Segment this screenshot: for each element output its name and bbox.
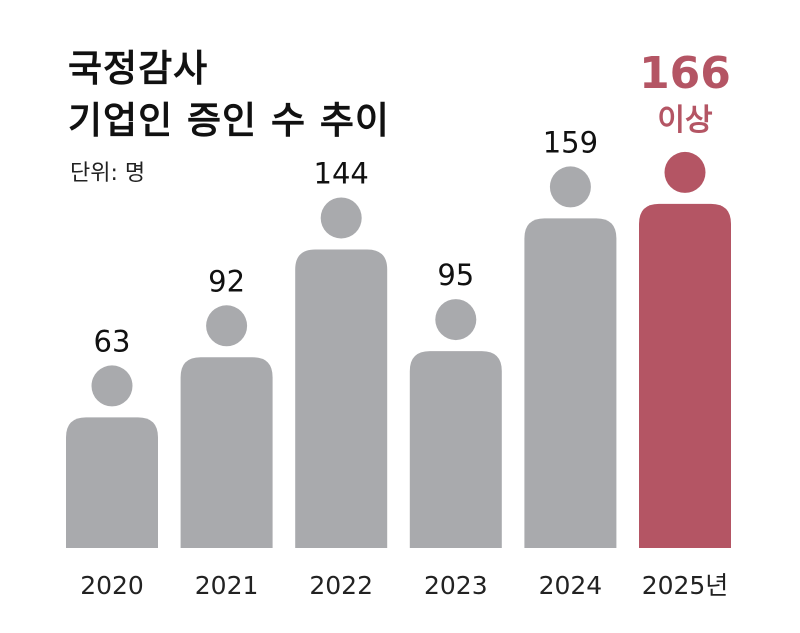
bar-2021 [180, 357, 273, 548]
bar-head-2021 [206, 305, 248, 347]
bar-2020 [66, 417, 158, 548]
bar-head-2022 [320, 197, 362, 239]
bar-2023 [409, 351, 502, 548]
bar-head-2020 [91, 365, 133, 407]
tick-label-2023: 2023 [424, 571, 488, 600]
chart-title-line-1: 국정감사 [68, 47, 209, 90]
value-label-2023: 95 [437, 258, 474, 292]
tick-label-2021: 2021 [195, 571, 259, 600]
bar-2025년 [639, 203, 731, 548]
tick-label-2022: 2022 [309, 571, 373, 600]
value-label-2021: 92 [208, 264, 245, 298]
value-note-label: 이상 [657, 103, 713, 138]
bar-head-2024 [549, 166, 591, 208]
value-label-2022: 144 [314, 156, 369, 190]
chart-title-line-2: 기업인 증인 수 추이 [68, 99, 390, 142]
value-label-2024: 159 [543, 125, 598, 159]
bar-head-2025년 [664, 151, 706, 193]
bar-2024 [524, 218, 617, 548]
value-label-2020: 63 [94, 324, 131, 358]
bar-2022 [295, 249, 388, 548]
tick-label-2020: 2020 [80, 571, 144, 600]
tick-label-2024: 2024 [539, 571, 603, 600]
tick-label-2025년: 2025년 [642, 571, 729, 600]
bar-head-2023 [435, 299, 477, 341]
value-label-2025년: 166 [639, 48, 731, 99]
unit-label: 단위: 명 [70, 161, 146, 186]
